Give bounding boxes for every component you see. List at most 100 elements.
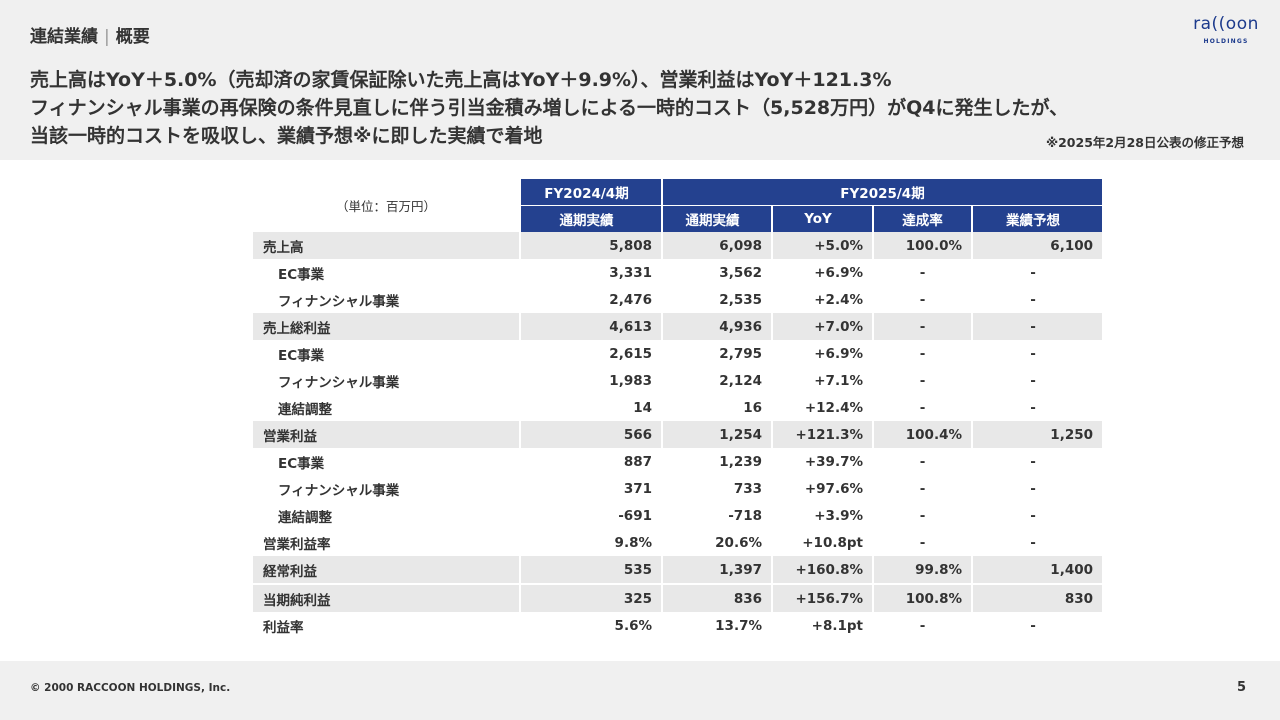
cell-rate: 100.4% (874, 421, 971, 448)
cell-forecast: - (1030, 617, 1036, 634)
cell-prev: 325 (521, 583, 661, 612)
subsection-label: 概要 (115, 27, 150, 47)
cell-curr: 16 (743, 399, 762, 416)
cell-yoy: +7.0% (773, 313, 872, 340)
cell-curr: 3,562 (719, 264, 762, 281)
table-row: 営業利益 566 1,254 +121.3% 100.4% 1,250 (253, 421, 1102, 448)
headline: 売上高はYoY＋5.0%（売却済の家賃保証除いた売上高はYoY＋9.9%）、営業… (30, 66, 1210, 150)
header-band (0, 0, 1280, 160)
cell-rate: - (919, 617, 926, 634)
cell-prev: 2,476 (609, 291, 652, 308)
section-label: 連結業績 (30, 27, 98, 47)
cell-rate: 100.8% (874, 583, 971, 612)
cell-prev: 1,983 (609, 372, 652, 389)
cell-forecast: - (1030, 264, 1036, 281)
row-label: EC事業 (278, 455, 325, 472)
cell-forecast: - (1030, 345, 1036, 362)
col-prev-actual: 通期実績 (521, 206, 661, 232)
cell-curr: 13.7% (715, 617, 762, 634)
row-label: 連結調整 (278, 509, 332, 526)
table-row: 売上高 5,808 6,098 +5.0% 100.0% 6,100 (253, 232, 1102, 259)
cell-prev: 5,808 (521, 232, 661, 259)
cell-prev: 535 (521, 556, 661, 583)
cell-rate: - (919, 291, 926, 308)
cell-prev: 887 (623, 453, 652, 470)
col-forecast: 業績予想 (973, 206, 1102, 232)
cell-yoy: +12.4% (804, 399, 863, 416)
cell-prev: 9.8% (614, 534, 652, 551)
cell-rate: - (919, 507, 926, 524)
cell-forecast: 1,250 (973, 421, 1102, 448)
table-row: 利益率 5.6% 13.7% +8.1pt - - (253, 612, 1102, 639)
cell-yoy: +3.9% (814, 507, 863, 524)
copyright: © 2000 RACCOON HOLDINGS, Inc. (30, 682, 231, 694)
cell-forecast: - (1030, 480, 1036, 497)
logo-wordmark: ra((oon (1193, 14, 1259, 34)
page-number: 5 (1236, 680, 1246, 695)
company-logo: ra((oon HOLDINGS (1190, 14, 1262, 48)
cell-rate: 99.8% (874, 556, 971, 583)
cell-forecast: 1,400 (973, 556, 1102, 583)
period-curr-header: FY2025/4期 (663, 179, 1102, 206)
table-row: 連結調整 14 16 +12.4% - - (253, 394, 1102, 421)
cell-curr: 836 (663, 583, 771, 612)
period-prev-header: FY2024/4期 (521, 179, 661, 206)
cell-curr: 2,795 (719, 345, 762, 362)
table-row: 営業利益率 9.8% 20.6% +10.8pt - - (253, 529, 1102, 556)
row-label: 営業利益率 (263, 536, 331, 553)
row-label: フィナンシャル事業 (278, 374, 400, 391)
headline-line-3: 当該一時的コストを吸収し、業績予想※に即した実績で着地 (30, 125, 543, 147)
cell-curr: -718 (728, 507, 762, 524)
cell-curr: 1,239 (719, 453, 762, 470)
cell-prev: 14 (633, 399, 652, 416)
cell-curr: 20.6% (715, 534, 762, 551)
row-label: フィナンシャル事業 (278, 482, 400, 499)
cell-curr: 733 (733, 480, 762, 497)
cell-forecast: - (973, 313, 1102, 340)
table-row: フィナンシャル事業 371 733 +97.6% - - (253, 475, 1102, 502)
cell-rate: - (919, 453, 926, 470)
table-row: 連結調整 -691 -718 +3.9% - - (253, 502, 1102, 529)
cell-forecast: - (1030, 534, 1036, 551)
cell-forecast: - (1030, 372, 1036, 389)
cell-prev: 4,613 (521, 313, 661, 340)
col-achievement-rate: 達成率 (874, 206, 971, 232)
cell-rate: - (919, 264, 926, 281)
logo-subtext: HOLDINGS (1203, 38, 1249, 45)
cell-prev: -691 (618, 507, 652, 524)
financial-table: （単位：百万円） FY2024/4期 FY2025/4期 通期実績 通期実績 Y… (251, 179, 1104, 639)
cell-yoy: +160.8% (773, 556, 872, 583)
cell-yoy: +6.9% (814, 264, 863, 281)
cell-yoy: +10.8pt (802, 534, 863, 551)
cell-forecast: 6,100 (973, 232, 1102, 259)
cell-forecast: - (1030, 453, 1036, 470)
headline-line-2: フィナンシャル事業の再保険の条件見直しに伴う引当金積み増しによる一時的コスト（5… (30, 97, 1069, 119)
cell-yoy: +8.1pt (811, 617, 863, 634)
section-title: 連結業績 | 概要 (30, 22, 150, 47)
cell-rate: - (919, 345, 926, 362)
col-yoy: YoY (773, 206, 872, 232)
table-row: EC事業 887 1,239 +39.7% - - (253, 448, 1102, 475)
table-row: EC事業 3,331 3,562 +6.9% - - (253, 259, 1102, 286)
cell-curr: 6,098 (663, 232, 771, 259)
cell-yoy: +5.0% (773, 232, 872, 259)
cell-yoy: +2.4% (814, 291, 863, 308)
table-row: フィナンシャル事業 1,983 2,124 +7.1% - - (253, 367, 1102, 394)
col-curr-actual: 通期実績 (663, 206, 771, 232)
table-row: 経常利益 535 1,397 +160.8% 99.8% 1,400 (253, 556, 1102, 583)
cell-rate: - (874, 313, 971, 340)
row-label: 経常利益 (253, 556, 519, 583)
unit-label: （単位：百万円） (253, 179, 519, 232)
cell-rate: - (919, 399, 926, 416)
table-row: EC事業 2,615 2,795 +6.9% - - (253, 340, 1102, 367)
cell-forecast: - (1030, 507, 1036, 524)
cell-curr: 2,124 (719, 372, 762, 389)
cell-forecast: - (1030, 291, 1036, 308)
cell-yoy: +156.7% (773, 583, 872, 612)
cell-curr: 1,254 (663, 421, 771, 448)
cell-prev: 5.6% (614, 617, 652, 634)
row-label: EC事業 (278, 266, 325, 283)
table-row: フィナンシャル事業 2,476 2,535 +2.4% - - (253, 286, 1102, 313)
row-label: 当期純利益 (253, 583, 519, 612)
cell-rate: - (919, 534, 926, 551)
